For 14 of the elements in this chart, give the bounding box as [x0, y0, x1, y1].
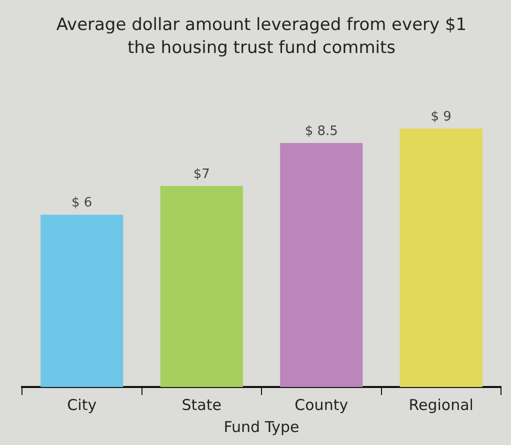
x-tick-label: State	[182, 396, 222, 414]
data-label: $7	[193, 166, 210, 182]
x-tick-label: Regional	[408, 396, 474, 414]
chart-title: Average dollar amount leveraged from every $1 the housing trust fund commits	[56, 14, 467, 58]
x-tick-label: County	[294, 396, 348, 414]
data-label: $ 8.5	[304, 124, 338, 139]
bar	[400, 128, 482, 387]
x-tick-label: City	[67, 396, 97, 414]
data-label: $ 9	[430, 109, 452, 124]
data-label: $ 6	[72, 196, 92, 211]
bar	[280, 142, 363, 387]
bar	[40, 214, 124, 387]
x-axis-title: Fund Type	[224, 418, 300, 436]
bar	[160, 186, 243, 387]
